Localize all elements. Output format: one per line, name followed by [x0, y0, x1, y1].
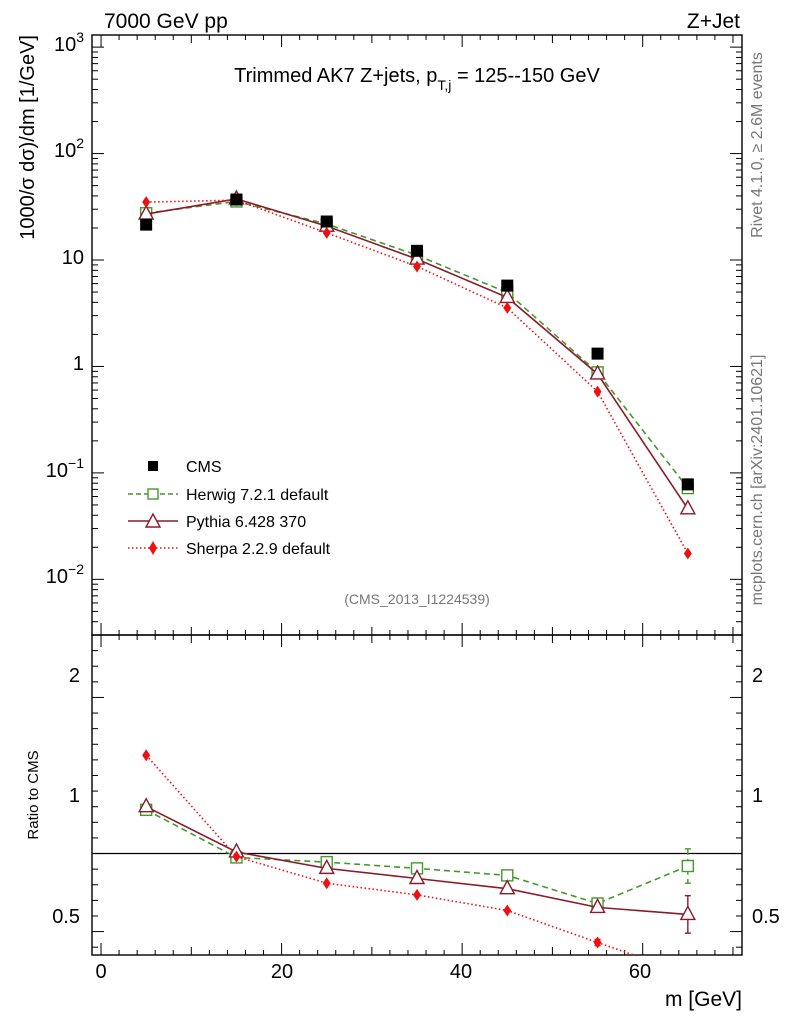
ytick-1: 1	[73, 353, 84, 375]
plot-title-sub: T,j	[437, 77, 451, 93]
ratio-point-2-4	[503, 904, 512, 917]
mcplots-label: mcplots.cern.ch [arXiv:2401.10621]	[749, 355, 766, 606]
data-point-0-4	[501, 279, 514, 292]
ratio-ytick-0p5-right: 0.5	[752, 906, 780, 928]
ratio-point-1-6	[679, 904, 697, 921]
ratio-point-2-2	[322, 877, 331, 890]
data-point-3-5	[593, 385, 602, 398]
data-point-2-6	[679, 499, 697, 515]
ratio-ytick-1-right: 1	[752, 785, 763, 807]
ratio-point-2-1	[232, 850, 241, 863]
ratio-ytick-1: 1	[69, 785, 80, 807]
ytick-0p01: 10−2	[46, 561, 84, 588]
legend-herwig-label: Herwig 7.2.1 default	[186, 487, 329, 504]
header-left: 7000 GeV pp	[104, 10, 228, 33]
header-right: Z+Jet	[687, 10, 740, 33]
plot-title: Trimmed AK7 Z+jets, pT,j = 125--150 GeV	[234, 65, 600, 93]
top-ytick-labels: 103 102 10 1 10−1 10−2	[46, 29, 84, 588]
legend-pythia-label: Pythia 6.428 370	[186, 514, 306, 531]
legend-herwig-marker	[147, 488, 159, 500]
analysis-watermark: (CMS_2013_I1224539)	[344, 591, 490, 607]
xtick-40: 40	[450, 961, 472, 983]
data-point-3-4	[503, 301, 512, 314]
ratio-point-1-4	[499, 879, 516, 895]
ytick-10: 10	[62, 247, 84, 269]
ratio-panel-marks	[92, 749, 742, 955]
legend-cms-label: CMS	[186, 459, 222, 476]
data-point-0-5	[591, 347, 604, 360]
bottom-ylabel: Ratio to CMS	[25, 750, 42, 839]
x-axis-label: m [GeV]	[665, 988, 742, 1011]
ratio-point-1-3	[408, 869, 426, 885]
bottom-panel-frame	[91, 634, 743, 956]
ratio-point-1-0	[137, 797, 155, 813]
data-point-3-2	[322, 226, 331, 239]
legend-pythia-marker	[144, 512, 162, 528]
data-point-0-2	[320, 215, 333, 228]
data-point-2-5	[589, 364, 606, 380]
ratio-point-0-6	[681, 859, 695, 873]
data-point-3-3	[413, 260, 421, 273]
ratio-ytick-2: 2	[69, 665, 80, 687]
ratio-point-2-5	[593, 936, 602, 949]
ratio-ytick-0p5: 0.5	[52, 906, 80, 928]
ratio-point-1-5	[589, 897, 606, 914]
axis-ticks	[92, 35, 742, 955]
data-point-0-1	[230, 193, 243, 206]
top-panel-marks	[137, 189, 697, 560]
data-point-3-6	[683, 547, 692, 560]
plot-title-main: Trimmed AK7 Z+jets, p	[234, 65, 437, 87]
legend-sherpa-label: Sherpa 2.2.9 default	[186, 541, 331, 558]
ratio-point-1-2	[318, 858, 335, 875]
bottom-ytick-labels: 2 1 0.5 2 1 0.5	[52, 665, 780, 928]
top-ylabel: 1000/σ dσ)/dm [1/GeV]	[17, 35, 39, 240]
xtick-60: 60	[629, 961, 651, 983]
xtick-0: 0	[95, 961, 106, 983]
legend-cms-marker	[148, 461, 158, 471]
xtick-labels: 0 20 40 60	[95, 961, 651, 983]
ytick-1000: 103	[54, 29, 84, 56]
ratio-point-2-3	[413, 888, 421, 901]
data-point-3-0	[142, 196, 151, 209]
xtick-20: 20	[271, 961, 293, 983]
ratio-point-2-0	[142, 749, 151, 762]
data-point-0-0	[140, 218, 153, 231]
ratio-ytick-2-right: 2	[752, 665, 763, 687]
data-point-0-3	[411, 244, 423, 257]
legend: CMS Herwig 7.2.1 default Pythia 6.428 37…	[128, 459, 331, 558]
ytick-100: 102	[54, 135, 84, 162]
ytick-0p1: 10−1	[46, 455, 84, 482]
rivet-label: Rivet 4.1.0, ≥ 2.6M events	[749, 52, 766, 238]
data-point-0-6	[681, 478, 694, 491]
plot-title-tail: = 125--150 GeV	[451, 65, 600, 87]
legend-sherpa-marker	[149, 541, 157, 555]
